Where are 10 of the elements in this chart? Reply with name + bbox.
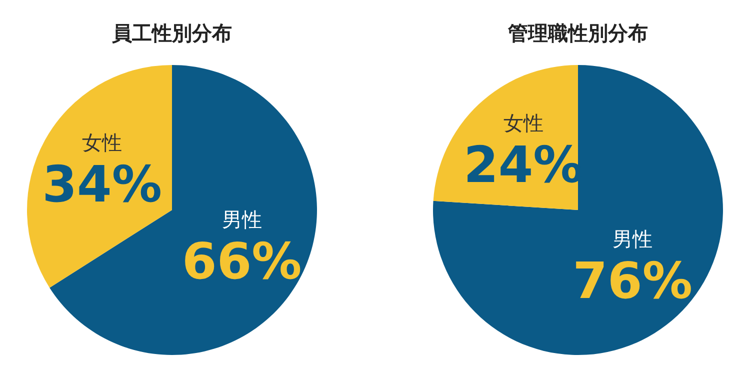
slice-label: 女性 [82,130,122,155]
data-label: 24% [464,136,584,194]
slice-label: 男性 [222,207,262,232]
data-label: 34% [42,156,162,214]
slice-label: 男性 [612,227,653,252]
chart-title: 員工性別分布 [111,21,232,45]
chart-title: 管理職性別分布 [507,21,648,45]
data-label: 66% [182,232,302,290]
slice-label: 女性 [503,110,544,135]
data-label: 76% [572,252,692,310]
